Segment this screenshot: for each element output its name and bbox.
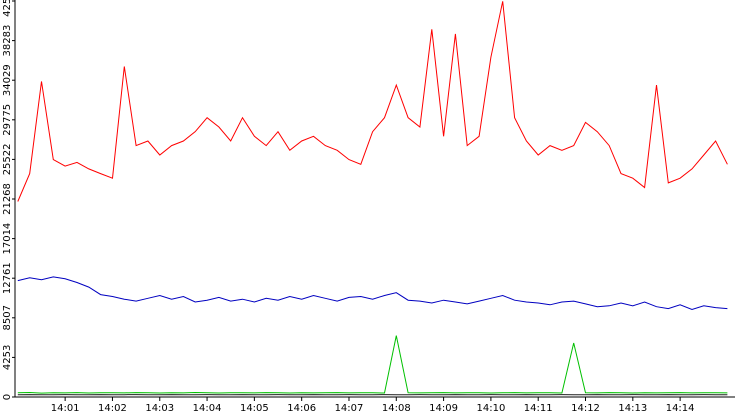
x-tick-label: 14:02 (98, 403, 127, 414)
x-tick-label: 14:10 (476, 403, 505, 414)
y-tick-label: 42537 (2, 0, 13, 17)
x-tick-label: 14:04 (193, 403, 222, 414)
x-tick-label: 14:06 (287, 403, 316, 414)
y-tick-label: 12761 (2, 262, 13, 294)
x-tick-label: 14:12 (571, 403, 600, 414)
x-tick-label: 14:14 (666, 403, 695, 414)
x-tick-label: 14:01 (51, 403, 80, 414)
y-tick-label: 29775 (2, 104, 13, 136)
x-tick-label: 14:03 (145, 403, 174, 414)
y-tick-label: 0 (2, 394, 13, 400)
y-tick-label: 25522 (2, 143, 13, 175)
series-line (17, 335, 728, 394)
x-tick-label: 14:11 (524, 403, 553, 414)
x-tick-label: 14:08 (382, 403, 411, 414)
x-tick-label: 14:05 (240, 403, 269, 414)
y-tick-label: 17014 (2, 223, 13, 255)
y-tick-label: 34029 (2, 64, 13, 96)
y-tick-label: 8507 (2, 305, 13, 330)
series-line (17, 276, 728, 311)
series-line (17, 1, 728, 202)
x-tick-label: 14:09 (429, 403, 458, 414)
y-tick-label: 21268 (2, 183, 13, 215)
x-tick-label: 14:13 (618, 403, 647, 414)
y-tick-label: 38283 (2, 25, 13, 57)
x-tick-label: 14:07 (335, 403, 364, 414)
y-tick-label: 4253 (2, 345, 13, 370)
